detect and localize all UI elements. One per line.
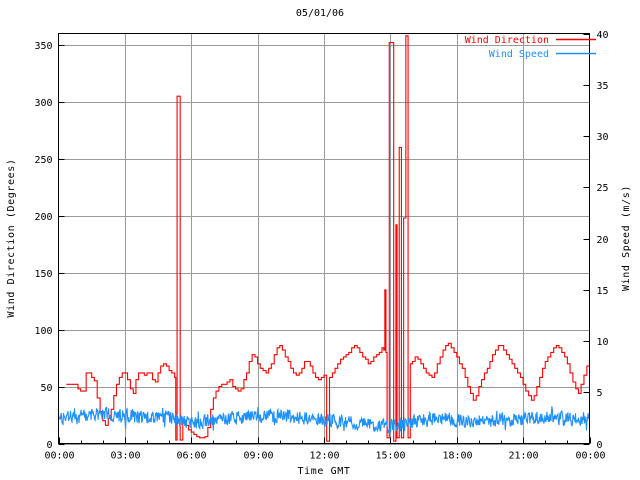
grid-lines — [58, 33, 590, 445]
y-axis-right-tick-label: 25 — [597, 183, 609, 194]
y-axis-left-tick-label: 150 — [34, 269, 52, 280]
y-axis-right-tick-label: 10 — [597, 337, 609, 348]
y-axis-left-tick-label: 350 — [34, 41, 52, 52]
legend-label-wind-direction: Wind Direction — [465, 35, 549, 46]
x-axis-ticks: 00:00 03:00 06:00 09:00 12:00 15:00 18:00 21:00… — [44, 437, 606, 462]
x-axis-tick-label: 09:00 — [243, 451, 273, 462]
y-axis-left-ticks: 0 50 100 150 200 250 300 350 — [34, 41, 65, 451]
x-axis-title: Time GMT — [298, 466, 351, 477]
y-axis-right-tick-label: 35 — [597, 81, 609, 92]
x-axis-tick-label: 06:00 — [176, 451, 206, 462]
y-axis-left-title: Wind Direction (Degrees) — [6, 159, 17, 318]
series-wind-speed — [58, 406, 590, 434]
y-axis-left-tick-label: 100 — [34, 326, 52, 337]
y-axis-right-tick-label: 40 — [597, 30, 609, 41]
y-axis-left-tick-label: 250 — [34, 155, 52, 166]
legend-label-wind-speed: Wind Speed — [489, 49, 549, 60]
y-axis-right-ticks: 0 5 10 15 20 25 30 35 40 — [583, 30, 609, 451]
x-axis-tick-label: 12:00 — [309, 451, 339, 462]
x-axis-tick-label: 00:00 — [575, 451, 605, 462]
series-wind-direction — [66, 35, 590, 442]
y-axis-right-title: Wind Speed (m/s) — [621, 185, 632, 291]
data-series-group — [58, 35, 590, 442]
x-axis-tick-label: 15:00 — [375, 451, 405, 462]
x-axis-tick-label: 21:00 — [508, 451, 538, 462]
y-axis-left-tick-label: 0 — [46, 440, 52, 451]
chart-legend: Wind Direction Wind Speed — [465, 35, 596, 60]
y-axis-right-tick-label: 15 — [597, 286, 609, 297]
y-axis-right-tick-label: 0 — [597, 440, 603, 451]
y-axis-right-tick-label: 5 — [597, 388, 603, 399]
y-axis-right-tick-label: 30 — [597, 132, 609, 143]
y-axis-left-tick-label: 50 — [40, 383, 52, 394]
chart-title: 05/01/06 — [296, 8, 344, 19]
x-axis-tick-label: 18:00 — [442, 451, 472, 462]
x-axis-tick-label: 03:00 — [110, 451, 140, 462]
y-axis-left-tick-label: 300 — [34, 98, 52, 109]
y-axis-left-tick-label: 200 — [34, 212, 52, 223]
x-axis-tick-label: 00:00 — [44, 451, 74, 462]
y-axis-right-tick-label: 20 — [597, 235, 609, 246]
